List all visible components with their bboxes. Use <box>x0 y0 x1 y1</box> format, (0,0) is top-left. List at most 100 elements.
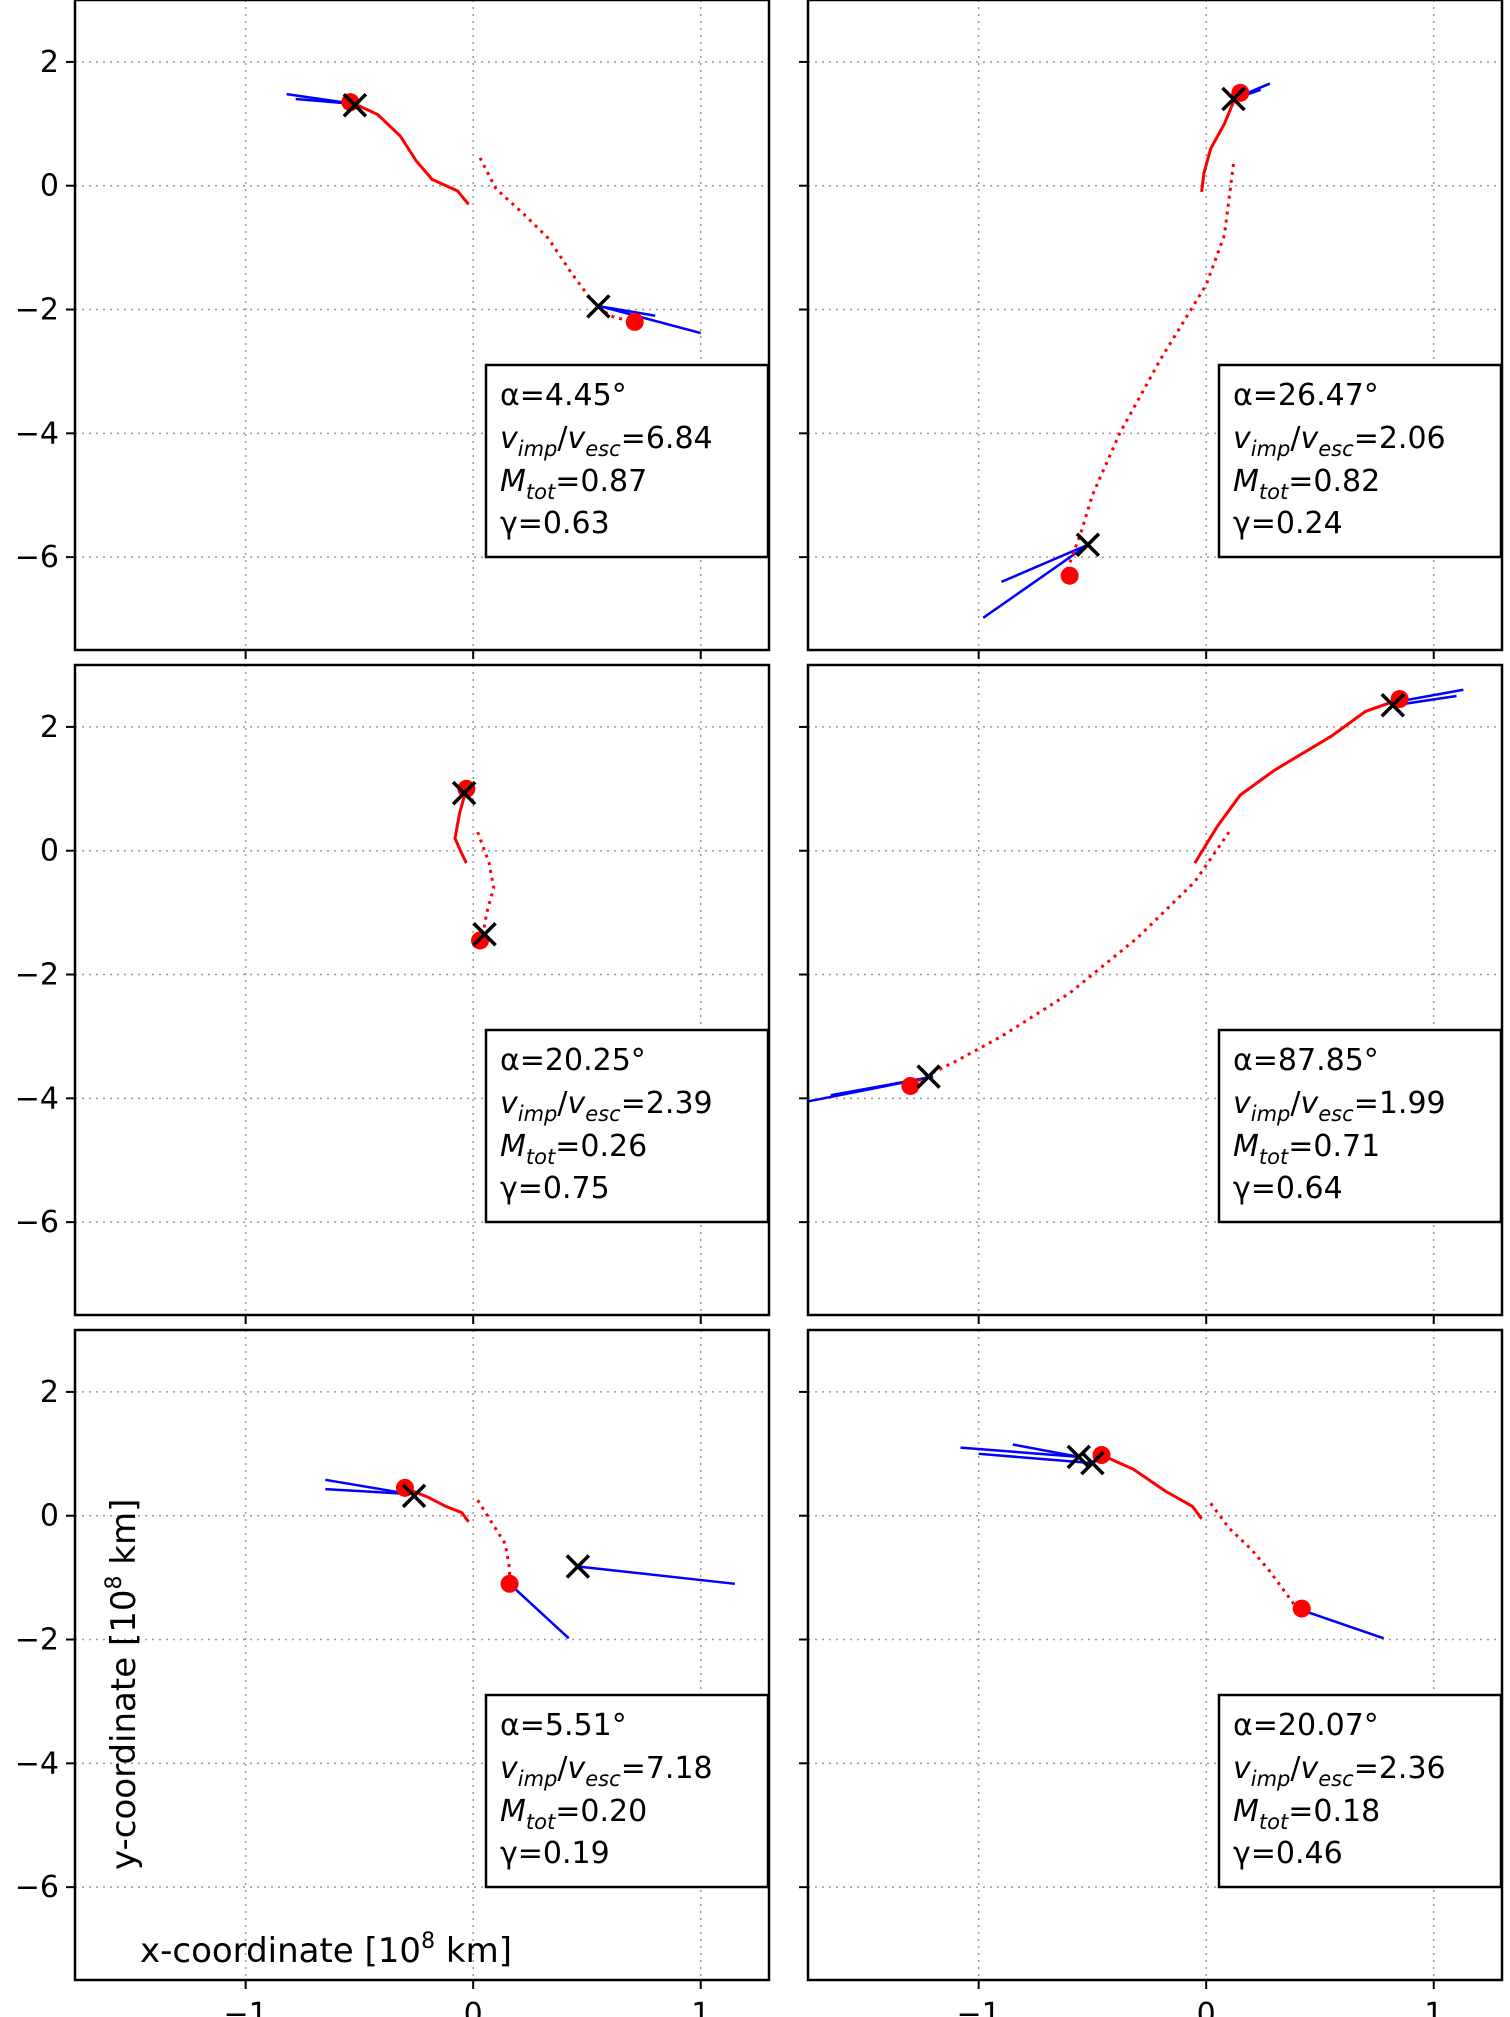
panel-3: −6−4−202α=20.25°vimp/vesc=2.39Mtot=0.26γ… <box>15 663 771 1324</box>
annotation-m-value: =0.87 <box>555 464 647 499</box>
black-cross-marker <box>586 294 611 319</box>
annotation-alpha: α=20.07° <box>1233 1708 1379 1743</box>
annotation-v-sub: imp <box>518 1767 558 1791</box>
panel-frame <box>73 1328 771 1982</box>
y-tick-label: 2 <box>40 45 59 80</box>
black-cross-marker <box>565 1554 591 1579</box>
x-axis-label: x-coordinate [108 km] <box>140 1929 512 1971</box>
cross-stroke <box>1080 1450 1105 1476</box>
y-tick-label: 0 <box>40 1499 59 1534</box>
annotation-velocity: vimp/vesc=6.84 <box>500 421 713 461</box>
blue-tail-line <box>960 1446 1079 1459</box>
annotation-velocity: vimp/vesc=7.18 <box>500 1751 713 1791</box>
x-tick-label: 1 <box>1424 1997 1443 2017</box>
blue-tail-line <box>982 543 1089 619</box>
annotation-velocity: vimp/vesc=2.06 <box>1233 421 1446 461</box>
annotation-v-value: =2.36 <box>1354 1751 1446 1786</box>
panel-frame <box>73 0 771 652</box>
trajectory-dotted-line <box>1063 163 1235 577</box>
red-dot-marker <box>1060 566 1079 585</box>
trajectory-dotted-line <box>476 831 496 938</box>
annotation-m-symbol: M <box>1233 1129 1259 1164</box>
annotation-velocity: vimp/vesc=2.39 <box>500 1086 713 1126</box>
annotation-slash: / <box>1290 1086 1301 1121</box>
blue-tail-line <box>1012 1443 1080 1459</box>
annotation-v-sub: esc <box>585 1102 621 1126</box>
x-tick-label: −1 <box>957 1997 1001 2017</box>
trajectory-solid-line <box>1193 699 1396 864</box>
y-tick-label: −2 <box>15 1623 59 1658</box>
annotation-slash: / <box>1290 1751 1301 1786</box>
blue-tail-line <box>600 305 702 335</box>
blue-tail-line <box>508 1582 570 1640</box>
annotation-v-sub: imp <box>1251 437 1291 461</box>
panels-layer: −6−4−202α=4.45°vimp/vesc=6.84Mtot=0.87γ=… <box>15 0 1504 2017</box>
annotation-v-value: =2.39 <box>621 1086 713 1121</box>
trajectory-solid-line <box>1100 1453 1203 1520</box>
annotation-v-symbol: v <box>1233 1751 1252 1786</box>
annotation-mass: Mtot=0.18 <box>1233 1794 1380 1834</box>
annotation-v-symbol: v <box>568 1751 587 1786</box>
x-tick-label: −1 <box>224 1997 268 2017</box>
annotation-v-sub: esc <box>1318 437 1354 461</box>
y-tick-label: −2 <box>15 293 59 328</box>
trajectory-solid-line <box>1200 95 1238 193</box>
annotation-box <box>484 363 770 559</box>
annotation-m-symbol: M <box>500 1794 526 1829</box>
black-cross-marker <box>1066 1444 1092 1470</box>
annotation-v-sub: imp <box>518 1102 558 1126</box>
annotation-v-sub: esc <box>585 1767 621 1791</box>
black-cross-marker <box>1080 1450 1105 1476</box>
annotation-m-sub: tot <box>526 480 556 504</box>
y-tick-label: 2 <box>40 1375 59 1410</box>
y-tick-label: −2 <box>15 958 59 993</box>
trajectory-solid-line <box>453 788 468 864</box>
annotation-v-value: =7.18 <box>621 1751 713 1786</box>
blue-tail-line <box>1296 1607 1385 1640</box>
y-tick-label: 0 <box>40 834 59 869</box>
black-cross-marker <box>342 93 368 118</box>
panel-frame <box>73 663 771 1317</box>
cross-stroke <box>1066 1444 1092 1470</box>
annotation-alpha: α=26.47° <box>1233 378 1379 413</box>
blue-tail-line <box>600 305 656 317</box>
black-cross-marker <box>1075 532 1101 557</box>
annotation-v-sub: imp <box>1251 1767 1291 1791</box>
annotation-v-value: =6.84 <box>621 421 713 456</box>
annotation-m-symbol: M <box>1233 464 1259 499</box>
cross-stroke <box>565 1554 591 1579</box>
black-cross-marker <box>401 1483 427 1509</box>
panel-5: −6−4−202−1 0 1α=5.51°vimp/vesc=7.18Mtot=0.… <box>15 1328 771 2017</box>
annotation-m-sub: tot <box>526 1145 556 1169</box>
trajectory-dotted-line <box>909 831 1231 1088</box>
annotation-gamma: γ=0.64 <box>1233 1171 1343 1206</box>
x-tick-label: 0 <box>1197 1997 1216 2017</box>
cross-stroke <box>451 780 477 806</box>
annotation-v-symbol: v <box>568 1086 587 1121</box>
black-cross-marker <box>1380 693 1406 718</box>
trajectory-dotted-line <box>1209 1502 1299 1610</box>
trajectory-solid-line <box>354 102 470 206</box>
annotation-alpha: α=20.25° <box>500 1043 646 1078</box>
annotation-v-value: =2.06 <box>1354 421 1446 456</box>
y-axis-label: y-coordinate [108 km] <box>102 1499 144 1870</box>
y-tick-label: −4 <box>15 1081 59 1116</box>
y-tick-label: −6 <box>15 1870 59 1905</box>
cross-stroke <box>1380 693 1406 718</box>
annotation-box <box>484 1028 770 1224</box>
annotation-v-sub: esc <box>1318 1767 1354 1791</box>
annotation-slash: / <box>1290 421 1301 456</box>
cross-stroke <box>472 922 497 947</box>
cross-stroke <box>916 1064 941 1089</box>
panel-frame <box>806 663 1504 1317</box>
red-dot-marker <box>901 1076 920 1095</box>
annotation-v-symbol: v <box>568 421 587 456</box>
annotation-v-sub: imp <box>518 437 558 461</box>
blue-tail-line <box>577 1565 736 1586</box>
annotation-velocity: vimp/vesc=2.36 <box>1233 1751 1446 1791</box>
annotation-m-sub: tot <box>526 1810 556 1834</box>
annotation-v-symbol: v <box>1233 421 1252 456</box>
cross-stroke <box>1221 86 1246 112</box>
y-tick-label: 0 <box>40 169 59 204</box>
annotation-m-symbol: M <box>1233 1794 1259 1829</box>
